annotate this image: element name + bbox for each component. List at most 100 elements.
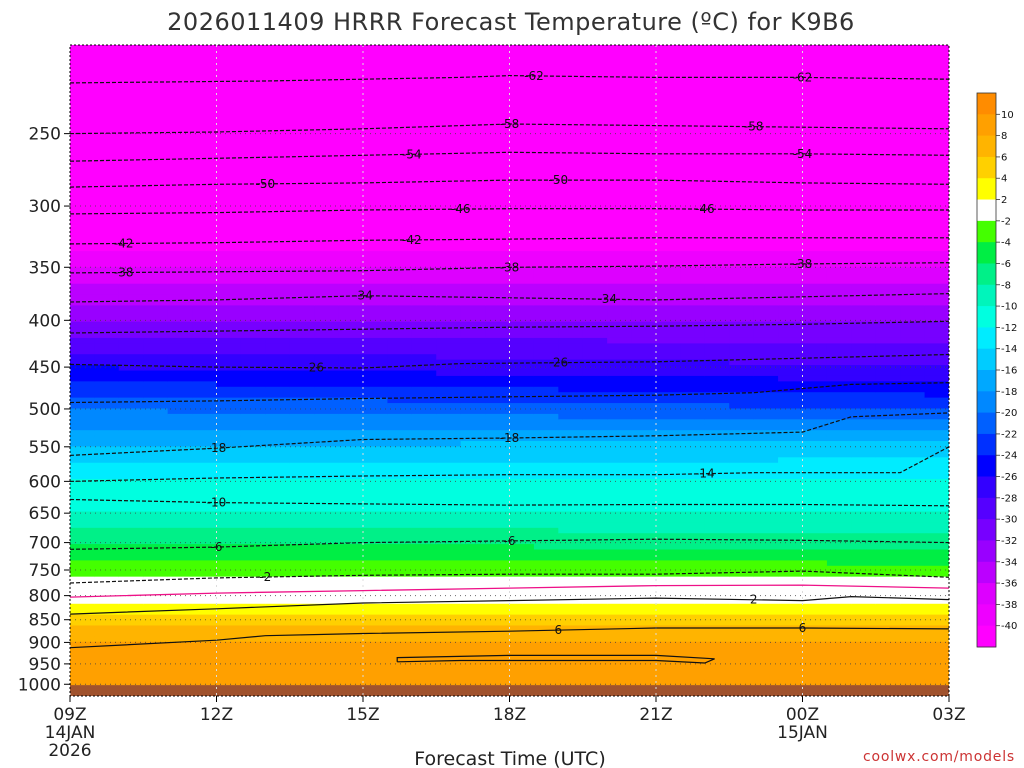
fill-cell	[314, 131, 340, 138]
fill-cell	[485, 565, 511, 572]
fill-cell	[704, 386, 730, 393]
fill-cell	[778, 527, 804, 534]
fill-cell	[558, 430, 584, 437]
fill-cell	[802, 403, 828, 410]
fill-cell	[533, 180, 559, 187]
fill-cell	[192, 158, 218, 165]
fill-cell	[704, 668, 730, 675]
fill-cell	[167, 196, 193, 203]
fill-cell	[94, 310, 120, 317]
fill-cell	[607, 598, 633, 605]
fill-cell	[387, 267, 413, 274]
fill-cell	[143, 316, 169, 323]
fill-cell	[143, 375, 169, 382]
fill-cell	[314, 641, 340, 648]
fill-cell	[826, 495, 852, 502]
fill-cell	[582, 158, 608, 165]
fill-cell	[656, 603, 682, 610]
fill-cell	[216, 272, 242, 279]
fill-cell	[900, 332, 926, 339]
fill-cell	[558, 625, 584, 632]
fill-cell	[802, 142, 828, 149]
fill-cell	[875, 327, 901, 334]
colorbar-swatch	[977, 114, 996, 137]
fill-cell	[94, 457, 120, 464]
fill-cell	[363, 262, 389, 269]
fill-cell	[826, 55, 852, 62]
fill-cell	[338, 256, 364, 263]
fill-cell	[704, 148, 730, 155]
fill-cell	[582, 310, 608, 317]
fill-cell	[533, 468, 559, 475]
fill-cell	[240, 126, 266, 133]
fill-cell	[94, 316, 120, 323]
fill-cell	[778, 251, 804, 258]
fill-cell	[753, 224, 779, 231]
y-tick-label: 650	[29, 504, 61, 524]
fill-cell	[509, 403, 535, 410]
fill-cell	[851, 424, 877, 431]
fill-cell	[314, 240, 340, 247]
fill-cell	[460, 72, 486, 79]
fill-cell	[411, 316, 437, 323]
fill-cell	[826, 576, 852, 583]
fill-cell	[704, 120, 730, 127]
fill-cell	[338, 354, 364, 361]
fill-cell	[704, 82, 730, 89]
fill-cell	[411, 93, 437, 100]
fill-cell	[704, 392, 730, 399]
fill-cell	[363, 120, 389, 127]
fill-cell	[802, 544, 828, 551]
fill-cell	[558, 554, 584, 561]
fill-cell	[680, 77, 706, 84]
fill-cell	[167, 354, 193, 361]
fill-cell	[216, 392, 242, 399]
fill-cell	[533, 82, 559, 89]
fill-cell	[314, 278, 340, 285]
fill-cell	[118, 72, 144, 79]
fill-cell	[240, 544, 266, 551]
fill-cell	[778, 403, 804, 410]
y-tick-label: 600	[29, 472, 61, 492]
fill-cell	[240, 685, 266, 692]
fill-cell	[338, 224, 364, 231]
fill-cell	[851, 386, 877, 393]
fill-cell	[729, 251, 755, 258]
fill-cell	[70, 630, 96, 637]
fill-cell	[485, 500, 511, 507]
fill-cell	[387, 229, 413, 236]
fill-cell	[851, 516, 877, 523]
fill-cell	[240, 148, 266, 155]
fill-cell	[607, 441, 633, 448]
fill-cell	[607, 609, 633, 616]
fill-cell	[363, 229, 389, 236]
fill-cell	[411, 522, 437, 529]
fill-cell	[802, 61, 828, 68]
fill-cell	[778, 240, 804, 247]
fill-cell	[240, 88, 266, 95]
fill-cell	[753, 668, 779, 675]
fill-cell	[167, 180, 193, 187]
fill-cell	[802, 50, 828, 57]
fill-cell	[265, 278, 291, 285]
fill-cell	[558, 435, 584, 442]
fill-cell	[485, 408, 511, 415]
fill-cell	[704, 272, 730, 279]
fill-cell	[167, 473, 193, 480]
fill-cell	[851, 554, 877, 561]
fill-cell	[460, 419, 486, 426]
fill-cell	[387, 636, 413, 643]
fill-cell	[460, 641, 486, 648]
fill-cell	[680, 446, 706, 453]
fill-cell	[240, 164, 266, 171]
fill-cell	[118, 598, 144, 605]
fill-cell	[778, 381, 804, 388]
colorbar-tick-label: -24	[1001, 451, 1017, 462]
fill-cell	[387, 674, 413, 681]
fill-cell	[729, 647, 755, 654]
y-tick-label: 800	[29, 587, 61, 607]
fill-cell	[314, 180, 340, 187]
fill-cell	[216, 354, 242, 361]
fill-cell	[167, 603, 193, 610]
fill-cell	[680, 180, 706, 187]
